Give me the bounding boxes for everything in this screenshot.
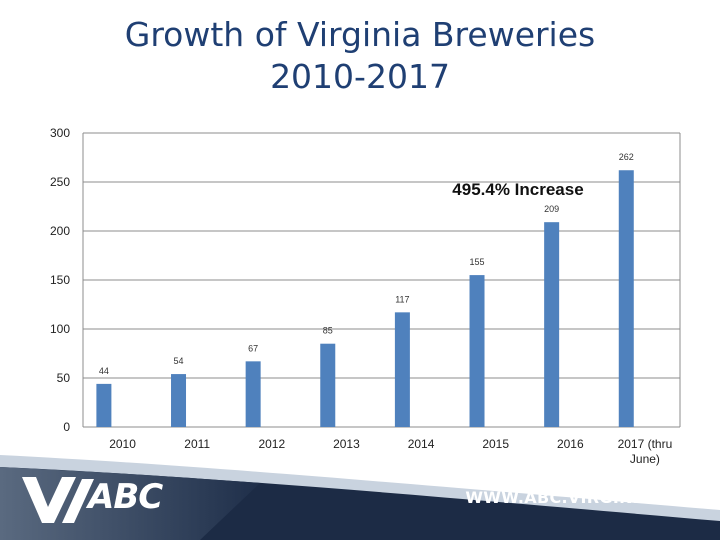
y-tick-label: 300 [50,126,70,140]
data-label: 67 [248,343,258,353]
data-label: 155 [470,257,485,267]
y-tick-label: 50 [57,371,71,385]
increase-annotation: 495.4% Increase [452,180,583,199]
x-tick-label: 2012 [258,437,285,451]
y-tick-label: 250 [50,175,70,189]
title-line-2: 2010-2017 [270,57,450,96]
bar [96,383,112,427]
x-tick-label: 2014 [408,437,435,451]
bar [245,361,261,427]
vaabc-logo [22,477,94,523]
bar [544,222,560,427]
x-tick-label: 2010 [109,437,136,451]
y-tick-label: 0 [63,420,70,434]
x-tick-label: June) [630,452,660,466]
y-tick-label: 150 [50,273,70,287]
website-link[interactable]: WWW.ABC.VIRGINIA.GOV [465,488,698,507]
x-tick-label: 2015 [482,437,509,451]
bar [171,374,187,427]
x-tick-label: 2017 (thru [618,437,673,451]
data-label: 117 [395,294,409,304]
data-label: 209 [544,204,559,214]
x-tick-label: 2011 [184,437,210,451]
data-label: 85 [323,326,333,336]
labels-layer: 0 50 100 150 200 250 300 44 2010 54 2011 67 2012 85 20… [50,126,672,466]
bar [320,343,336,427]
chart-title: Growth of Virginia Breweries 2010-2017 [0,14,720,98]
title-line-1: Growth of Virginia Breweries [124,15,596,54]
bar [618,170,634,428]
x-tick-label: 2013 [333,437,360,451]
logo-text: ABC [88,477,163,517]
bar-chart: 0 50 100 150 200 250 300 44 2010 54 2011 67 2012 85 20… [50,126,681,466]
bars-layer [96,170,634,428]
y-tick-label: 200 [50,224,70,238]
data-label: 54 [174,356,184,366]
data-label: 262 [619,152,634,162]
bar [394,312,410,427]
data-label: 44 [99,366,109,376]
bar [469,275,485,427]
y-tick-label: 100 [50,322,70,336]
x-tick-label: 2016 [557,437,584,451]
